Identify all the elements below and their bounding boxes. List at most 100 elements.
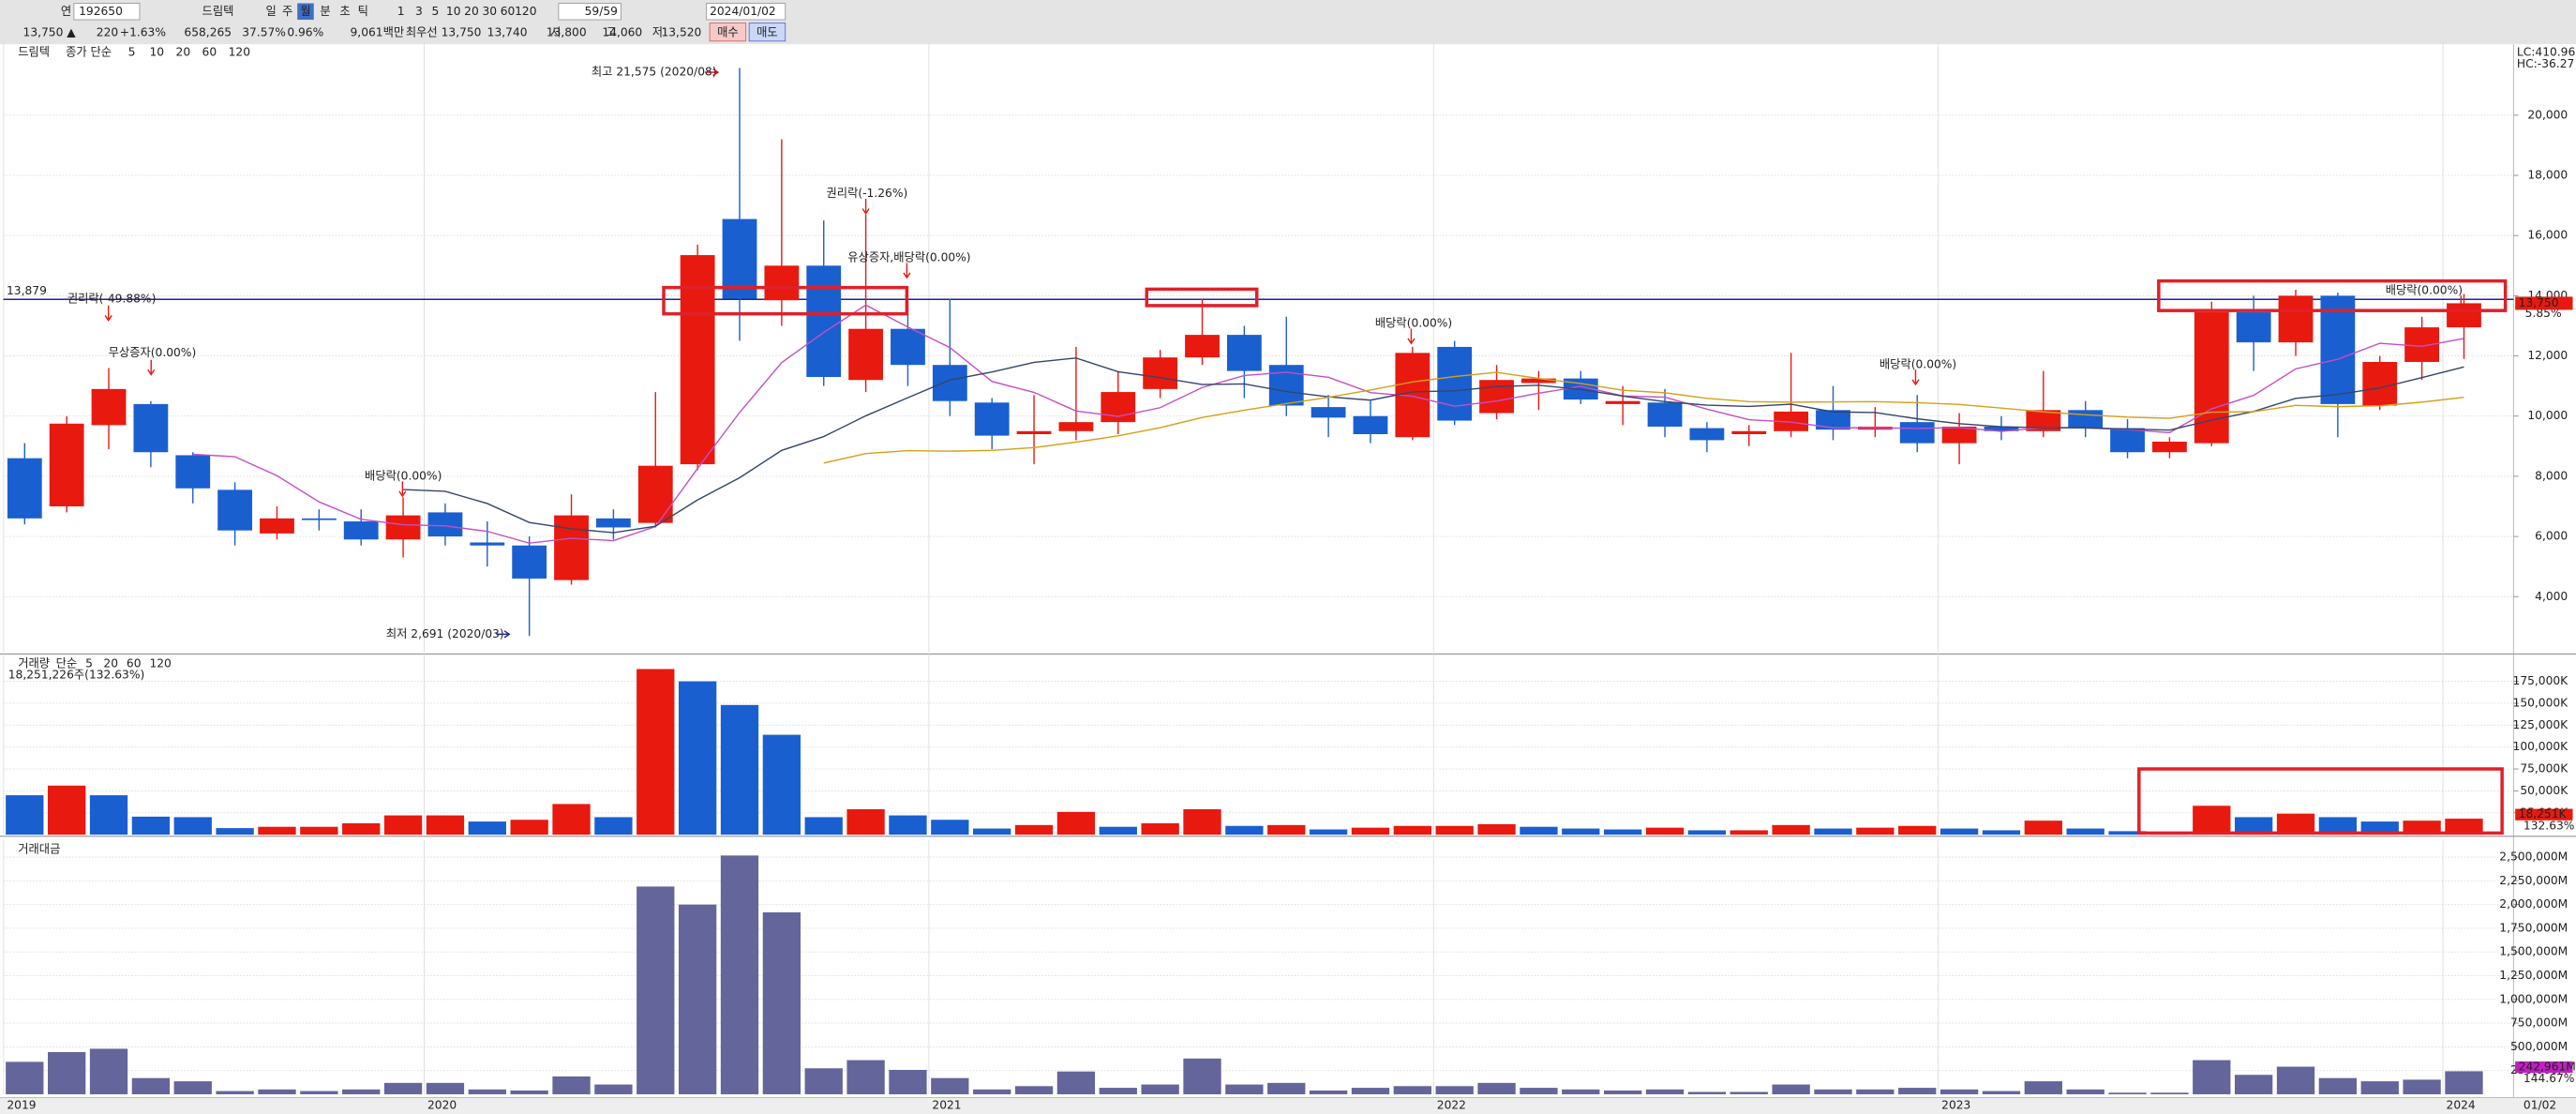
period-button[interactable]: 주 <box>282 5 292 18</box>
ma-label: 종가 단순 <box>66 46 112 59</box>
y-tick-label: 75,000K <box>2520 762 2569 775</box>
value-badge-label: 242,961M <box>2519 1061 2576 1074</box>
annotation-arrow <box>903 263 911 279</box>
period-selected[interactable] <box>297 3 314 21</box>
bar <box>552 804 591 836</box>
code-box[interactable] <box>73 3 141 21</box>
y-tick-label: 10,000 <box>2527 409 2568 422</box>
date-box[interactable] <box>706 3 786 21</box>
period-button[interactable]: 초 <box>339 5 350 18</box>
bar <box>1309 1090 1348 1094</box>
x-axis-strip <box>0 1097 2576 1114</box>
bar <box>1562 828 1600 836</box>
x-tick-label: 2019 <box>7 1099 36 1112</box>
bar <box>1267 824 1306 836</box>
chart-layer: 연 192650 드림텍 일 주 월 분 초 틱 1 3 5 10 20 30 60 120 59/59 2024/… <box>3 5 2576 1112</box>
bar <box>2024 820 2062 836</box>
interval-button[interactable]: 20 <box>464 5 479 18</box>
interval-button[interactable]: 1 <box>397 5 405 18</box>
annotation-arrow <box>1407 328 1415 345</box>
quote-open-label: 시 <box>550 26 561 39</box>
bar <box>846 809 885 836</box>
y-tick-label: 8,000 <box>2535 469 2568 482</box>
candle-body <box>2194 312 2229 444</box>
y-tick-label: 16,000 <box>2527 229 2568 242</box>
bar <box>1435 825 1474 836</box>
bar <box>804 817 843 836</box>
candle-body <box>2362 361 2398 406</box>
bar <box>637 669 675 836</box>
candle-body <box>343 521 379 540</box>
interval-button[interactable]: 5 <box>432 5 440 18</box>
annotation: 배당락(0.00%) <box>2386 284 2463 297</box>
bar <box>2403 1079 2441 1094</box>
bar <box>1604 829 1642 836</box>
candle-body <box>1689 428 1725 441</box>
bar <box>594 1084 633 1094</box>
interval-button[interactable]: 120 <box>515 5 536 18</box>
candle-body <box>2068 410 2104 429</box>
ma-label: 단순 <box>56 656 78 670</box>
quote-ask: 13,750 <box>442 26 482 39</box>
bar <box>2066 828 2104 836</box>
annotation: 배당락(0.00%) <box>365 470 442 483</box>
sell-button[interactable] <box>748 23 786 42</box>
period-button[interactable]: 분 <box>320 5 330 18</box>
annotation: 최고 21,575 (2020/08) <box>592 66 717 79</box>
bar <box>300 826 338 836</box>
interval-button[interactable]: 10 <box>446 5 461 18</box>
bar <box>931 1077 969 1094</box>
candle-body <box>1353 415 1388 434</box>
candle-body <box>1479 380 1514 414</box>
buy-button[interactable] <box>709 23 747 42</box>
bar <box>2445 1071 2483 1094</box>
bar <box>973 828 1011 836</box>
bar <box>889 815 927 836</box>
bar <box>720 855 759 1094</box>
period-button[interactable]: 월 <box>300 5 310 18</box>
y-tick-label: 500,000M <box>2510 1040 2568 1053</box>
candle-body <box>1941 426 1977 444</box>
bar <box>1730 830 1768 836</box>
bar <box>173 1081 212 1094</box>
bar <box>1645 1089 1685 1094</box>
toolbar-text: 192650 <box>79 5 123 18</box>
reference-label: 13,879 <box>7 284 47 297</box>
interval-button[interactable]: 60 <box>501 5 516 18</box>
annotation: 유상증자,배당락(0.00%) <box>847 251 970 264</box>
bar <box>2318 817 2358 836</box>
toolbar-text: 드림텍 <box>202 5 234 18</box>
annotation-arrow <box>104 305 112 322</box>
candle-body <box>1437 346 1473 421</box>
bar <box>2318 1077 2358 1094</box>
quote-bid: 13,740 <box>487 26 528 39</box>
bar <box>6 795 44 836</box>
y-tick-label: 12,000 <box>2527 349 2568 362</box>
candle-body <box>1101 392 1136 423</box>
y-tick-label: 20,000 <box>2527 108 2568 121</box>
buy-label[interactable]: 매수 <box>717 26 739 39</box>
x-tick-label: 2020 <box>427 1099 457 1112</box>
bar <box>426 1082 465 1094</box>
bar <box>1183 1058 1221 1094</box>
period-button[interactable]: 일 <box>266 5 277 18</box>
bar <box>1351 1088 1390 1094</box>
bar <box>594 817 633 836</box>
sell-label[interactable]: 매도 <box>756 26 778 39</box>
interval-button[interactable]: 3 <box>415 5 423 18</box>
candle-body <box>680 255 715 465</box>
interval-button[interactable]: 30 <box>482 5 497 18</box>
candle-body <box>1268 365 1304 406</box>
bar <box>258 1089 296 1094</box>
bar <box>1687 1091 1727 1094</box>
price-badge <box>2515 296 2573 310</box>
bar <box>1982 1091 2021 1094</box>
period-button[interactable]: 틱 <box>358 5 368 18</box>
quote-low: 13,520 <box>661 26 701 39</box>
bar <box>173 817 212 836</box>
count-box[interactable] <box>558 3 622 21</box>
candle-body <box>1647 402 1683 427</box>
bar <box>89 795 128 836</box>
bar <box>973 1089 1011 1094</box>
legend-entry: 5 <box>85 656 93 670</box>
